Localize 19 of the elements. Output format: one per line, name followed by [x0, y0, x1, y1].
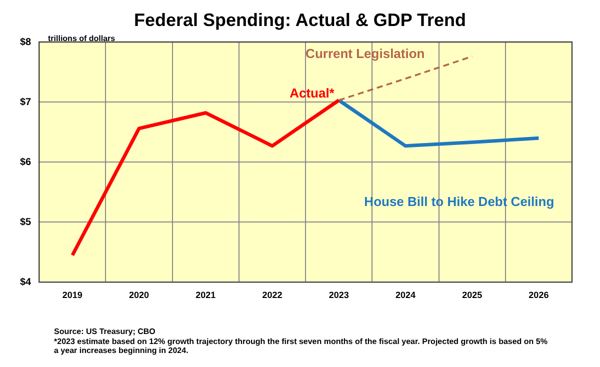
series-label: Actual*	[290, 86, 336, 101]
y-tick-label: $5	[20, 216, 32, 228]
y-tick-label: $7	[20, 96, 32, 108]
x-tick-label: 2026	[528, 290, 549, 300]
chart-title: Federal Spending: Actual & GDP Trend	[132, 10, 468, 31]
x-tick-label: 2024	[395, 290, 416, 300]
x-tick-label: 2020	[129, 290, 150, 300]
x-tick-label: 2025	[462, 290, 482, 300]
x-tick-label: 2021	[196, 290, 216, 300]
y-tick-label: $8	[20, 36, 32, 48]
x-tick-label: 2023	[328, 290, 349, 300]
x-tick-label: 2019	[62, 290, 82, 300]
source-note: Source: US Treasury; CBO	[54, 327, 156, 336]
x-tick-label: 2022	[262, 290, 282, 300]
y-tick-label: $4	[20, 276, 32, 288]
y-tick-label: $6	[20, 156, 32, 168]
text: House Bill to Hike Debt Ceiling	[364, 194, 554, 209]
text: *2023 estimate based on 12% growth trajectory through the first seven months of the fiscal year. Projected growth is based on 5% a year increases beginning in 2024.	[54, 336, 548, 356]
y-axis-title: trillions of dollars	[48, 34, 116, 43]
